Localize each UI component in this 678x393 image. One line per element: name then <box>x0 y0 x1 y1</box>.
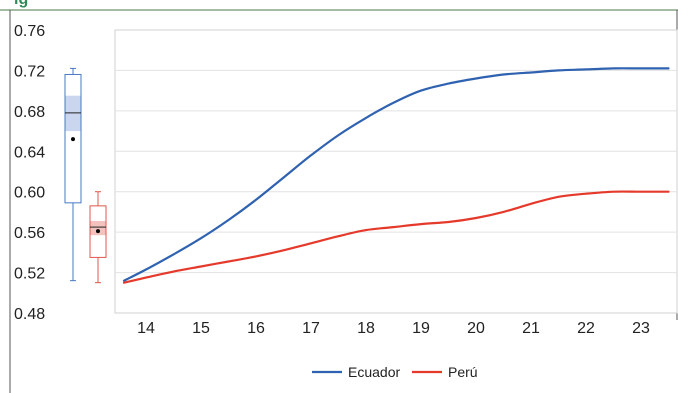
series-line-ecuador <box>122 67 670 282</box>
y-tick-label: 0.64 <box>14 144 45 161</box>
series-lines <box>122 67 670 284</box>
y-tick-label: 0.56 <box>14 225 45 242</box>
boxplot-mean <box>96 229 100 234</box>
y-tick-label: 0.68 <box>14 104 45 121</box>
boxplot-mean <box>71 137 75 142</box>
boxplots <box>64 67 107 284</box>
x-tick-label: 21 <box>522 320 540 337</box>
y-tick-label: 0.60 <box>14 185 45 202</box>
header-fragment: ig <box>14 0 28 8</box>
boxplot-peru <box>89 191 107 284</box>
boxplot-ecuador <box>64 67 82 282</box>
boxplot-notch <box>65 95 81 132</box>
x-tick-label: 14 <box>137 320 155 337</box>
boxplot-notch <box>90 221 106 236</box>
y-tick-label: 0.76 <box>14 23 45 40</box>
x-tick-label: 18 <box>357 320 375 337</box>
y-tick-label: 0.48 <box>14 306 45 323</box>
y-axis-ticks: 0.48 0.52 0.56 0.60 0.64 0.68 0.72 0.76 <box>14 23 45 323</box>
series-line-peru <box>122 190 670 284</box>
legend: Ecuador Perú <box>312 364 478 380</box>
plot-area <box>114 29 678 314</box>
x-tick-label: 17 <box>302 320 320 337</box>
x-tick-label: 15 <box>192 320 210 337</box>
x-axis-ticks: 14 15 16 17 18 19 20 21 22 23 <box>115 312 677 337</box>
legend-label-peru: Perú <box>448 364 478 380</box>
x-tick-label: 16 <box>247 320 265 337</box>
y-tick-label: 0.52 <box>14 266 45 283</box>
x-tick-label: 22 <box>577 320 595 337</box>
x-tick-label: 20 <box>467 320 485 337</box>
x-tick-label: 19 <box>412 320 430 337</box>
legend-label-ecuador: Ecuador <box>348 364 400 380</box>
y-tick-label: 0.72 <box>14 63 45 80</box>
x-tick-label: 23 <box>632 320 650 337</box>
